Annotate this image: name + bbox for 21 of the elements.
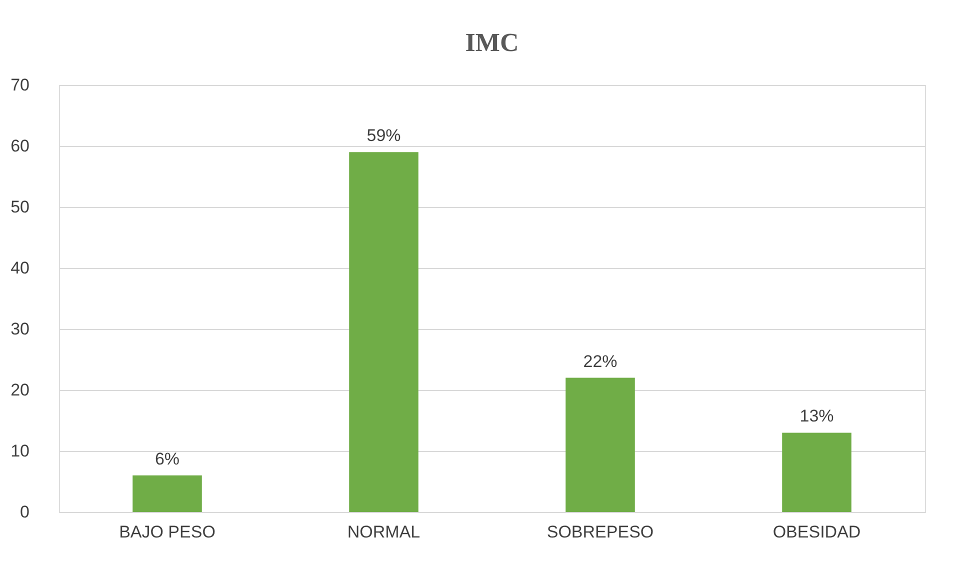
- y-tick-label: 20: [10, 380, 30, 400]
- x-tick-label: SOBREPESO: [546, 522, 654, 542]
- y-tick-label: 40: [10, 258, 30, 278]
- y-tick-label: 30: [10, 320, 30, 338]
- bar: [349, 152, 418, 512]
- x-tick-label: NORMAL: [347, 522, 420, 542]
- data-label: 59%: [366, 126, 401, 146]
- y-tick-label: 10: [10, 442, 30, 460]
- chart-title: IMC: [465, 28, 519, 57]
- y-tick-label: 0: [20, 502, 30, 522]
- bar: [132, 475, 202, 512]
- x-tick-label: BAJO PESO: [119, 522, 216, 542]
- y-tick-label: 70: [10, 76, 30, 94]
- data-label: 13%: [800, 406, 834, 426]
- x-tick-label: OBESIDAD: [772, 522, 861, 542]
- data-label: 22%: [583, 352, 618, 371]
- bar: [782, 432, 852, 512]
- data-label: 6%: [154, 449, 180, 468]
- y-tick-label: 60: [10, 136, 30, 156]
- y-tick-label: 50: [10, 198, 30, 216]
- bar: [566, 378, 635, 512]
